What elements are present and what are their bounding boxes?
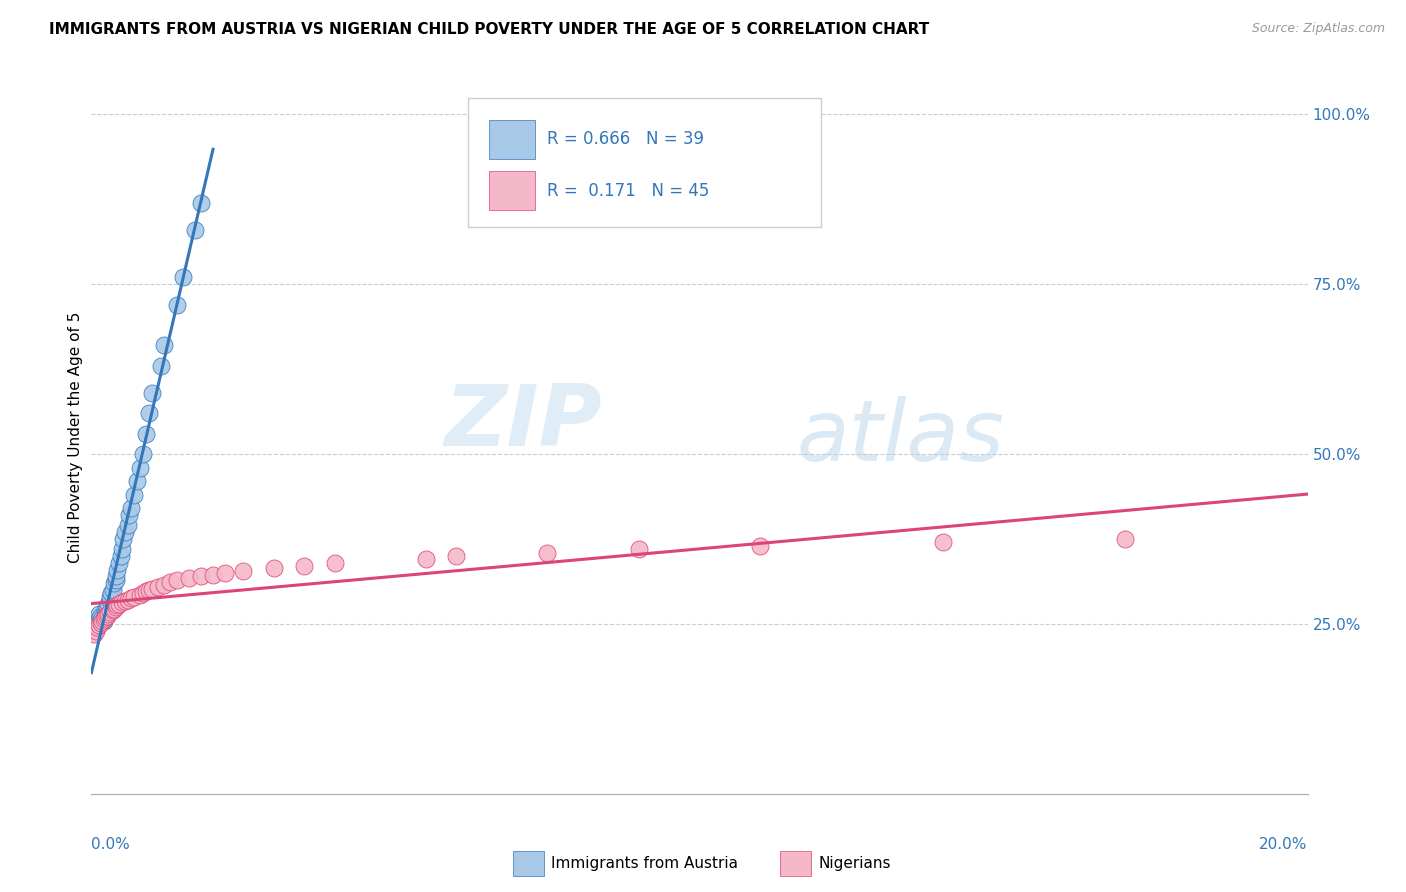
Point [98, 593, 121, 607]
Point [263, 561, 285, 575]
Point [103, 576, 125, 591]
Point [86, 620, 108, 634]
Point [114, 594, 136, 608]
Text: R = 0.666   N = 39: R = 0.666 N = 39 [547, 130, 704, 148]
Point [117, 592, 139, 607]
Point [107, 556, 129, 570]
Point [97, 607, 120, 621]
Text: atlas: atlas [797, 395, 1005, 479]
Text: 20.0%: 20.0% [1260, 837, 1308, 852]
Point [107, 597, 129, 611]
Point [91, 614, 114, 628]
Point [100, 586, 122, 600]
Point [214, 566, 236, 580]
Point [444, 549, 467, 563]
Bar [489, 120, 536, 159]
Point [105, 563, 128, 577]
Point [94, 603, 117, 617]
FancyBboxPatch shape [468, 98, 821, 227]
Point [105, 569, 128, 583]
Point [96, 599, 118, 614]
Point [135, 584, 157, 599]
Point [166, 573, 188, 587]
Point [1114, 532, 1136, 546]
Point [232, 564, 254, 578]
Point [104, 599, 127, 614]
Point [122, 590, 145, 604]
Text: R =  0.171   N = 45: R = 0.171 N = 45 [547, 182, 710, 200]
Point [110, 549, 132, 563]
Point [87, 607, 110, 621]
Point [93, 611, 115, 625]
Point [132, 586, 155, 600]
Point [931, 535, 953, 549]
Point [202, 568, 225, 582]
Point [190, 569, 212, 583]
Point [96, 608, 118, 623]
Point [184, 223, 207, 237]
Point [148, 580, 170, 594]
Point [159, 574, 181, 589]
Point [98, 590, 121, 604]
Text: IMMIGRANTS FROM AUSTRIA VS NIGERIAN CHILD POVERTY UNDER THE AGE OF 5 CORRELATION: IMMIGRANTS FROM AUSTRIA VS NIGERIAN CHIL… [49, 22, 929, 37]
Point [117, 518, 139, 533]
Point [86, 617, 108, 632]
Point [83, 627, 105, 641]
Point [141, 385, 163, 400]
Point [98, 605, 121, 619]
Point [111, 542, 134, 557]
Point [89, 615, 111, 630]
Point [101, 582, 124, 597]
Point [87, 618, 110, 632]
Point [190, 195, 212, 210]
Point [135, 426, 157, 441]
Point [153, 577, 176, 591]
Point [84, 624, 107, 638]
Point [104, 573, 127, 587]
Point [94, 608, 117, 623]
Bar [489, 171, 536, 211]
Point [94, 610, 117, 624]
Point [118, 508, 141, 523]
Text: 0.0%: 0.0% [91, 837, 131, 852]
Point [138, 406, 160, 420]
Text: Source: ZipAtlas.com: Source: ZipAtlas.com [1251, 22, 1385, 36]
Point [103, 602, 125, 616]
Point [150, 359, 173, 373]
Point [138, 582, 160, 597]
Point [141, 582, 163, 596]
Point [89, 610, 111, 624]
Point [114, 525, 136, 540]
Y-axis label: Child Poverty Under the Age of 5: Child Poverty Under the Age of 5 [67, 311, 83, 563]
Point [292, 558, 315, 573]
Point [122, 488, 145, 502]
Point [153, 338, 176, 352]
Point [125, 475, 148, 489]
Point [94, 605, 117, 619]
Point [129, 460, 152, 475]
Text: Immigrants from Austria: Immigrants from Austria [551, 856, 738, 871]
Point [536, 546, 558, 560]
Point [97, 597, 120, 611]
Point [111, 532, 134, 546]
Point [120, 501, 142, 516]
Point [166, 297, 188, 311]
Point [323, 556, 346, 570]
Point [111, 595, 134, 609]
Text: ZIP: ZIP [444, 381, 602, 465]
Text: Nigerians: Nigerians [818, 856, 891, 871]
Point [749, 539, 772, 553]
Point [132, 447, 155, 461]
Point [627, 542, 650, 557]
Point [105, 598, 128, 612]
Point [120, 591, 142, 606]
Point [129, 589, 152, 603]
Point [177, 571, 200, 585]
Point [101, 603, 124, 617]
Point [415, 552, 437, 566]
Point [89, 611, 111, 625]
Point [93, 614, 115, 628]
Point [172, 270, 194, 285]
